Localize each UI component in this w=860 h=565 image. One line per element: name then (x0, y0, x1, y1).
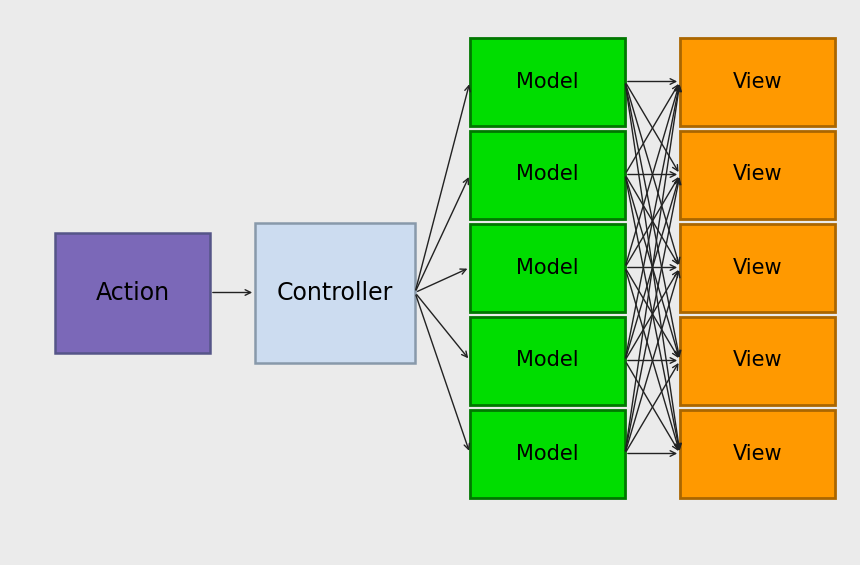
Text: Controller: Controller (277, 280, 393, 305)
Bar (680, 131, 835, 219)
Bar (470, 316, 625, 405)
Bar (255, 223, 415, 363)
Text: Model: Model (516, 258, 579, 277)
Bar (680, 37, 835, 125)
Bar (470, 224, 625, 311)
Text: View: View (733, 350, 783, 371)
Text: Model: Model (516, 444, 579, 463)
Text: Model: Model (516, 350, 579, 371)
Bar (680, 410, 835, 498)
Text: Model: Model (516, 72, 579, 92)
Bar (470, 37, 625, 125)
Text: View: View (733, 258, 783, 277)
Text: View: View (733, 72, 783, 92)
Bar (680, 224, 835, 311)
Text: View: View (733, 444, 783, 463)
Text: Action: Action (95, 280, 169, 305)
Bar (470, 410, 625, 498)
Text: View: View (733, 164, 783, 185)
Text: Model: Model (516, 164, 579, 185)
Bar (680, 316, 835, 405)
Bar (470, 131, 625, 219)
Bar (55, 233, 210, 353)
